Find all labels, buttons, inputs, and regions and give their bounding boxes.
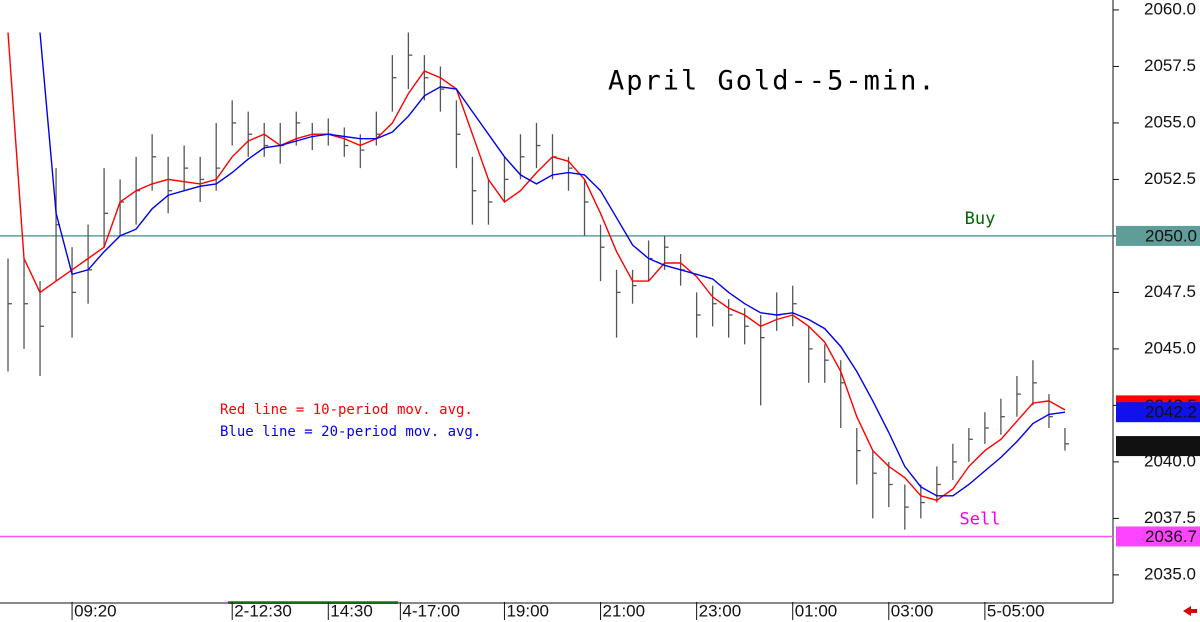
- price-tag-label: 2040.7: [1145, 437, 1197, 456]
- y-tick-label: 2037.5: [1144, 508, 1196, 527]
- x-tick-label: 4-17:00: [402, 601, 460, 620]
- price-tag: [1116, 436, 1200, 457]
- x-tick-label: 19:00: [506, 601, 549, 620]
- price-tag-label: 2042.2: [1145, 403, 1197, 422]
- y-tick-label: 2040.0: [1144, 451, 1196, 470]
- x-tick-label: 23:00: [699, 601, 742, 620]
- y-tick-label: 2047.5: [1144, 282, 1196, 301]
- x-tick-label: 09:20: [74, 601, 117, 620]
- x-tick-label: 21:00: [603, 601, 646, 620]
- level-label: Buy: [965, 209, 996, 229]
- legend-entry: Blue line = 20-period mov. avg.: [220, 424, 481, 440]
- y-tick-label: 2060.0: [1144, 0, 1196, 18]
- x-tick-label: 14:30: [330, 601, 373, 620]
- y-tick-label: 2035.0: [1144, 564, 1196, 583]
- moving-average-line: [7, 32, 1066, 502]
- price-tag: [1116, 225, 1200, 246]
- x-tick-label: 03:00: [891, 601, 934, 620]
- x-tick-label: 01:00: [795, 601, 838, 620]
- price-tag: [1116, 402, 1200, 423]
- y-tick-label: 2057.5: [1144, 56, 1196, 75]
- y-tick-label: 2045.0: [1144, 338, 1196, 357]
- price-tag-label: 2036.7: [1145, 527, 1197, 546]
- level-label: Sell: [960, 509, 1001, 529]
- x-tick-label: 2-12:30: [234, 601, 292, 620]
- scroll-arrow[interactable]: [1183, 606, 1197, 616]
- price-tag: [1116, 526, 1200, 547]
- y-tick-label: 2052.5: [1144, 169, 1196, 188]
- x-tick-label: 5-05:00: [987, 601, 1045, 620]
- legend-entry: Red line = 10-period mov. avg.: [220, 402, 473, 418]
- y-tick-label: 2055.0: [1144, 112, 1196, 131]
- moving-average-line: [39, 32, 1066, 497]
- price-tag-label: 2050.0: [1145, 226, 1197, 245]
- chart-title: April Gold--5-min.: [608, 66, 937, 97]
